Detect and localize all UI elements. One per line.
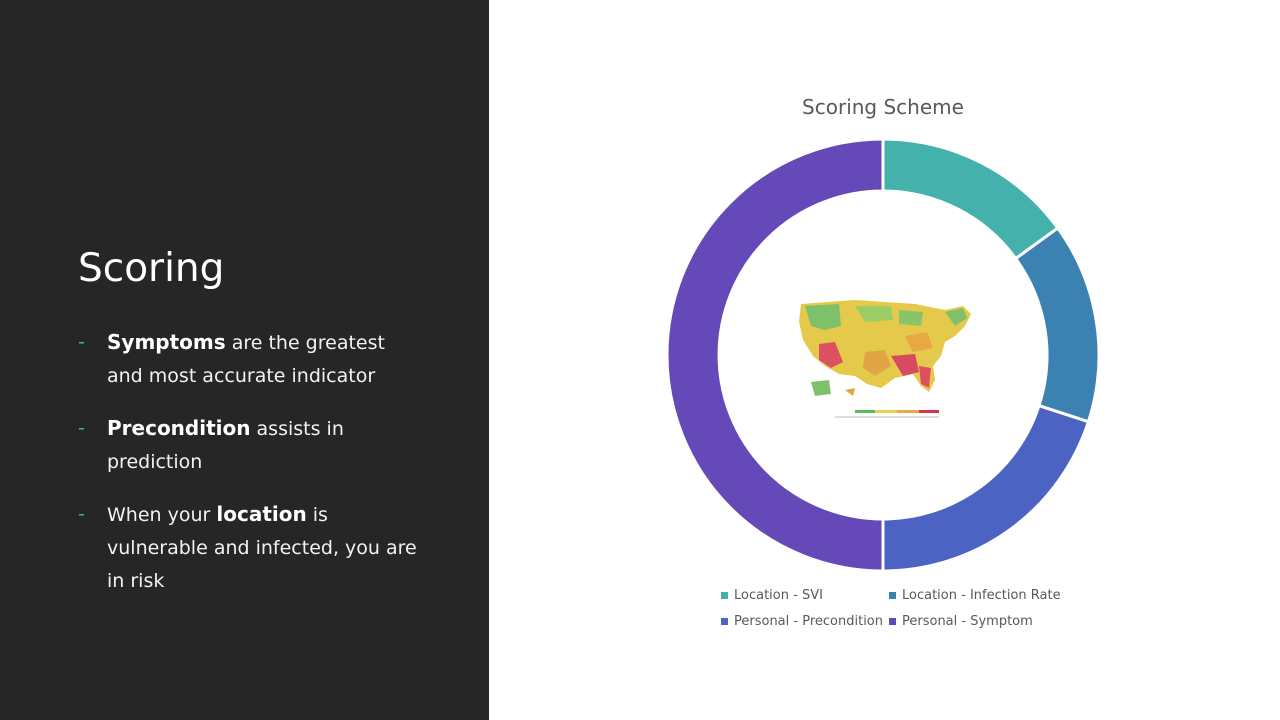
legend-label: Location - Infection Rate bbox=[902, 588, 1061, 603]
left-panel bbox=[0, 0, 489, 720]
donut-slice-personal-symptom bbox=[665, 137, 885, 573]
bullet-bold: Precondition bbox=[107, 416, 251, 440]
legend-item-personal-precondition: Personal - Precondition bbox=[721, 614, 883, 629]
donut-slice-personal-precondition bbox=[881, 403, 1091, 573]
legend-item-location-infection-rate: Location - Infection Rate bbox=[889, 588, 1061, 603]
legend-swatch bbox=[721, 618, 728, 625]
bullet-pre: When your bbox=[107, 504, 217, 526]
legend-item-location-svi: Location - SVI bbox=[721, 588, 823, 603]
bullet-bold: location bbox=[216, 502, 307, 526]
donut-slice-location-svi bbox=[881, 137, 1060, 261]
slide-title: Scoring bbox=[78, 246, 225, 291]
legend-label: Personal - Symptom bbox=[902, 614, 1033, 629]
legend-label: Personal - Precondition bbox=[734, 614, 883, 629]
donut-slice-location-infection-rate bbox=[1013, 225, 1101, 424]
us-map-heatmap-image bbox=[799, 300, 971, 418]
bullet-list: - Symptoms are the greatest and most acc… bbox=[78, 326, 418, 617]
bullet-item: - When your location is vulnerable and i… bbox=[78, 498, 418, 598]
chart-title: Scoring Scheme bbox=[802, 95, 964, 119]
bullet-dash: - bbox=[78, 417, 85, 439]
legend-label: Location - SVI bbox=[734, 588, 823, 603]
legend-swatch bbox=[889, 592, 896, 599]
bullet-dash: - bbox=[78, 331, 85, 353]
bullet-post: are the greatest and most accurate indic… bbox=[107, 332, 385, 387]
bullet-dash: - bbox=[78, 503, 85, 525]
legend-item-personal-symptom: Personal - Symptom bbox=[889, 614, 1033, 629]
legend-swatch bbox=[721, 592, 728, 599]
bullet-bold: Symptoms bbox=[107, 330, 226, 354]
bullet-item: - Precondition assists in prediction bbox=[78, 412, 418, 479]
bullet-post: assists in prediction bbox=[107, 418, 344, 473]
legend-swatch bbox=[889, 618, 896, 625]
bullet-item: - Symptoms are the greatest and most acc… bbox=[78, 326, 418, 393]
bullet-post: is vulnerable and infected, you are in r… bbox=[107, 504, 417, 592]
